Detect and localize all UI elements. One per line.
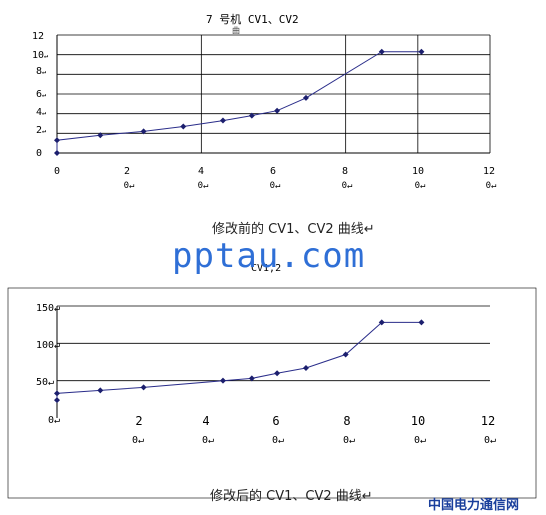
- data-point: [54, 390, 60, 397]
- brand-logo-text: 中国电力通信网: [428, 498, 520, 513]
- chart2-markers: [54, 319, 425, 404]
- data-point: [248, 112, 255, 119]
- data-point: [418, 48, 425, 55]
- chart1-y-tick-label: 12: [32, 31, 44, 42]
- data-point: [302, 94, 309, 101]
- chart1-y-tick-label: 8↵: [36, 66, 46, 77]
- data-point: [97, 132, 104, 139]
- chart1-caption: 修改前的 CV1、CV2 曲线↵: [212, 222, 375, 237]
- chart1-x-tick-sublabel: 0↵: [342, 181, 353, 191]
- chart2-series-line: [56, 321, 422, 401]
- chart1-gridlines: [57, 34, 491, 153]
- chart2-x-tick-label: 8: [343, 414, 350, 428]
- chart1-y-tick-label: 6↵: [36, 89, 46, 100]
- series-line: [56, 321, 422, 401]
- chart1-y-tick-labels: 0 2↵ 4↵ 6↵ 8↵ 10↵ 12: [32, 31, 48, 159]
- chart1-title: 7 号机 CV1、CV2: [206, 12, 299, 26]
- data-point: [302, 364, 309, 371]
- chart2-y-tick-label: 150↵: [36, 303, 60, 314]
- chart2-y-tick-label: 100↵: [36, 340, 60, 351]
- chart1-x-tick-label: 2: [124, 166, 130, 177]
- data-point: [248, 375, 255, 382]
- chart2-x-tick-sublabel: 0↵: [132, 435, 144, 446]
- chart1-y-tick-label: 0: [36, 148, 42, 159]
- chart2-x-tick-sublabel: 0↵: [272, 435, 284, 446]
- chart2-gridlines: [57, 305, 490, 382]
- data-point: [140, 384, 147, 391]
- data-point: [378, 48, 385, 55]
- data-point: [378, 319, 385, 326]
- chart1-x-tick-sublabel: 0↵: [198, 181, 209, 191]
- data-point: [54, 137, 60, 144]
- data-point: [342, 351, 349, 358]
- chart1-x-tick-label: 0: [54, 166, 60, 177]
- chart2-x-tick-label: 2: [135, 414, 142, 428]
- chart2-x-tick-label: 4: [202, 414, 209, 428]
- data-point: [97, 387, 104, 394]
- data-point: [274, 107, 281, 114]
- chart2-frame: [7, 287, 537, 499]
- chart1-y-tick-label: 4↵: [36, 107, 46, 118]
- chart2-y-tick-label: 50↵: [36, 377, 54, 388]
- chart1-x-tick-sublabel: 0↵: [486, 181, 497, 191]
- chart1-y-tick-label: 2↵: [36, 125, 46, 136]
- chart1-x-tick-labels: 0 2 4 6 8 10 12: [54, 166, 495, 177]
- chart-before: 7 号机 CV1、CV2 曲 0 2↵ 4↵ 6↵ 8↵ 10↵ 12 0 2 …: [32, 12, 496, 191]
- watermark: pptau.com: [172, 236, 366, 276]
- data-point: [180, 123, 187, 130]
- chart1-x-tick-label: 4: [198, 166, 204, 177]
- chart1-x-tick-label: 12: [483, 166, 495, 177]
- chart1-x-tick-sublabels: 0↵ 0↵ 0↵ 0↵ 0↵ 0↵: [124, 181, 497, 191]
- chart2-x-tick-sublabel: 0↵: [414, 435, 426, 446]
- chart1-x-tick-label: 8: [342, 166, 348, 177]
- chart1-x-tick-label: 10: [412, 166, 424, 177]
- chart1-x-tick-sublabel: 0↵: [270, 181, 281, 191]
- chart1-axes: [56, 35, 490, 154]
- chart2-x-tick-label: 6: [272, 414, 279, 428]
- chart2-title: CV1,2: [251, 263, 281, 274]
- chart2-x-tick-label: 12: [481, 414, 495, 428]
- chart1-y-tick-label: 10↵: [32, 50, 48, 61]
- chart2-x-tick-sublabel: 0↵: [484, 435, 496, 446]
- data-point: [418, 319, 425, 326]
- data-point: [54, 150, 60, 156]
- data-point: [140, 128, 147, 135]
- chart1-series-line: [56, 51, 422, 153]
- chart2-x-tick-label: 10: [411, 414, 425, 428]
- chart2-x-tick-sublabels: 0↵ 0↵ 0↵ 0↵ 0↵ 0↵: [132, 435, 496, 446]
- chart2-caption: 修改后的 CV1、CV2 曲线↵: [210, 489, 373, 504]
- data-point: [219, 117, 226, 124]
- chart-after: CV1,2 50↵ 100↵ 150↵ 0↵ 2 4 6 8 10 12 0↵ …: [7, 263, 537, 499]
- chart1-x-tick-label: 6: [270, 166, 276, 177]
- chart2-x-tick-sublabel: 0↵: [343, 435, 355, 446]
- data-point: [274, 370, 281, 377]
- chart2-x-tick-labels: 2 4 6 8 10 12: [135, 414, 495, 428]
- chart1-markers: [54, 48, 425, 156]
- series-line: [56, 51, 422, 153]
- chart2-y-tick-labels: 50↵ 100↵ 150↵ 0↵: [36, 303, 60, 426]
- chart2-y-origin-label: 0↵: [48, 415, 60, 426]
- chart1-title-fragment: 曲: [232, 25, 240, 35]
- chart2-x-tick-sublabel: 0↵: [202, 435, 214, 446]
- data-point: [54, 397, 60, 404]
- data-point: [219, 377, 226, 384]
- chart1-x-tick-sublabel: 0↵: [124, 181, 135, 191]
- chart1-x-tick-sublabel: 0↵: [415, 181, 426, 191]
